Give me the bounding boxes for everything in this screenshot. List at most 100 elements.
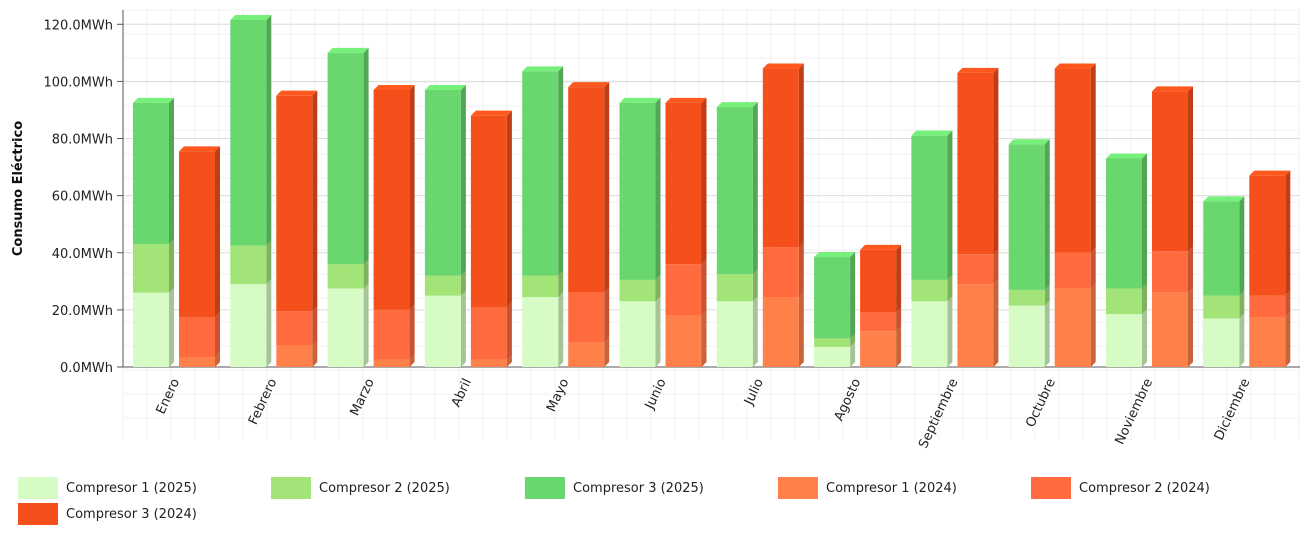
bar-julio-compresor-1-2024[interactable] (762, 297, 799, 367)
bar-agosto-compresor-2-2024[interactable] (860, 312, 897, 332)
bar-agosto-compresor-1-2024[interactable] (860, 331, 897, 367)
legend-item[interactable]: Compresor 3 (2025) (525, 476, 704, 500)
bar-mayo-compresor-1-2024[interactable] (568, 342, 605, 367)
bar-mayo-compresor-2-2025[interactable] (522, 275, 559, 298)
bar-octubre-compresor-2-2024[interactable] (1054, 252, 1091, 289)
bar-julio-compresor-2-2025[interactable] (716, 274, 753, 302)
bar-agosto-compresor-2-2025[interactable] (814, 338, 851, 348)
bar-marzo-compresor-3-2024[interactable] (373, 89, 410, 310)
bar-noviembre-compresor-3-2024[interactable] (1152, 91, 1188, 252)
bar-diciembre-compresor-3-2025[interactable] (1203, 201, 1240, 296)
bar-agosto-compresor-1-2025[interactable] (814, 347, 851, 367)
bar-marzo-compresor-2-2024[interactable] (373, 309, 410, 360)
bar-noviembre-compresor-1-2024[interactable] (1152, 292, 1188, 367)
bar-noviembre-compresor-1-2025[interactable] (1106, 314, 1142, 367)
bar-septiembre-compresor-2-2024[interactable] (957, 254, 994, 285)
bar-febrero-compresor-3-2024-top (276, 90, 318, 96)
legend-item[interactable]: Compresor 1 (2024) (778, 476, 957, 500)
bar-mayo-compresor-2-2024[interactable] (568, 292, 605, 343)
bar-febrero-compresor-2-2025-side (266, 240, 272, 285)
bar-febrero-compresor-2-2025[interactable] (230, 245, 267, 285)
bar-febrero-compresor-3-2025[interactable] (230, 19, 267, 246)
bar-diciembre-compresor-1-2024[interactable] (1249, 317, 1286, 367)
bars: Enero Febrero Marzo Abril Mayo Junio Julio Agos… (133, 14, 1291, 451)
bar-enero-compresor-2-2024-side (215, 312, 220, 358)
bar-junio-compresor-1-2024[interactable] (665, 315, 702, 367)
bar-abril-compresor-2-2024[interactable] (470, 307, 507, 360)
legend-item[interactable]: Compresor 2 (2024) (1031, 476, 1210, 500)
bar-noviembre-compresor-1-2024-side (1188, 287, 1193, 367)
bar-marzo-compresor-1-2025[interactable] (327, 288, 364, 367)
bar-febrero-compresor-3-2024[interactable] (276, 95, 313, 312)
bar-mayo-compresor-1-2025[interactable] (522, 297, 559, 367)
legend-swatch (18, 503, 58, 525)
bar-abril-compresor-3-2024[interactable] (470, 115, 507, 308)
legend-swatch (271, 477, 311, 499)
bar-julio-compresor-3-2025[interactable] (716, 107, 753, 275)
bar-enero-compresor-3-2024[interactable] (179, 151, 215, 318)
bar-febrero-compresor-1-2025[interactable] (230, 284, 267, 367)
bar-noviembre-compresor-2-2024[interactable] (1152, 251, 1188, 293)
bar-abril-compresor-1-2024[interactable] (470, 359, 507, 367)
legend-item[interactable]: Compresor 1 (2025) (18, 476, 197, 500)
bar-mayo-compresor-2-2025-side (558, 270, 564, 298)
bar-octubre-compresor-1-2024[interactable] (1054, 288, 1091, 367)
bar-noviembre-compresor-2-2025[interactable] (1106, 288, 1142, 315)
bar-septiembre-compresor-2-2025[interactable] (911, 279, 948, 302)
bar-julio-compresor-3-2024[interactable] (762, 68, 799, 248)
bar-mayo-compresor-3-2024[interactable] (568, 87, 605, 293)
bar-junio-compresor-3-2025[interactable] (619, 102, 656, 280)
bar-enero-compresor-2-2024[interactable] (179, 317, 215, 358)
bar-noviembre-compresor-3-2025[interactable] (1106, 158, 1142, 289)
bar-abril-compresor-1-2025[interactable] (424, 295, 461, 367)
bar-enero-compresor-2-2025[interactable] (133, 244, 169, 293)
x-tick-label: Abril (449, 376, 475, 409)
bar-junio-compresor-3-2024[interactable] (665, 102, 702, 265)
bar-enero-compresor-3-2025[interactable] (133, 102, 169, 245)
bar-diciembre-compresor-2-2024[interactable] (1249, 295, 1286, 318)
legend-item[interactable]: Compresor 2 (2025) (271, 476, 450, 500)
bar-septiembre-compresor-1-2024[interactable] (957, 284, 994, 367)
bar-septiembre-compresor-3-2025[interactable] (911, 135, 948, 280)
x-tick-label: Agosto (832, 376, 865, 423)
bar-octubre-compresor-3-2024[interactable] (1054, 68, 1091, 253)
bar-abril-compresor-2-2025[interactable] (424, 275, 461, 296)
bar-septiembre-compresor-1-2025[interactable] (911, 301, 948, 367)
legend-swatch (778, 477, 818, 499)
bar-agosto-compresor-3-2024[interactable] (860, 249, 897, 313)
legend-swatch (18, 477, 58, 499)
bar-agosto-compresor-2-2025-side (850, 333, 856, 348)
legend-item[interactable]: Compresor 3 (2024) (18, 502, 197, 526)
bar-marzo-compresor-3-2025[interactable] (327, 52, 364, 265)
bar-abril-compresor-3-2025[interactable] (424, 89, 461, 276)
legend-label: Compresor 3 (2024) (66, 506, 197, 522)
bar-enero-compresor-2-2025-side (169, 239, 174, 293)
bar-junio-compresor-2-2024[interactable] (665, 264, 702, 316)
bar-octubre-compresor-3-2025[interactable] (1008, 144, 1045, 290)
bar-julio-compresor-2-2024[interactable] (762, 247, 799, 298)
y-tick-label: 40.0MWh (52, 247, 113, 262)
bar-julio-compresor-1-2025[interactable] (716, 301, 753, 367)
bar-junio-compresor-2-2025[interactable] (619, 279, 656, 302)
bar-diciembre-compresor-1-2025[interactable] (1203, 318, 1240, 367)
bar-mayo-compresor-3-2025[interactable] (522, 71, 559, 276)
bar-febrero-compresor-3-2024-side (312, 90, 318, 312)
legend-swatch (525, 477, 565, 499)
bar-junio-compresor-1-2025[interactable] (619, 301, 656, 367)
bar-septiembre-compresor-3-2024[interactable] (957, 72, 994, 255)
bar-octubre-compresor-2-2025[interactable] (1008, 289, 1045, 306)
bar-diciembre-compresor-3-2024[interactable] (1249, 175, 1286, 296)
bar-abril-compresor-2-2024-side (506, 302, 512, 360)
bar-enero-compresor-1-2025[interactable] (133, 292, 169, 367)
bar-marzo-compresor-2-2025[interactable] (327, 264, 364, 289)
bar-agosto-compresor-3-2025[interactable] (814, 257, 851, 339)
bar-marzo-compresor-1-2024[interactable] (373, 359, 410, 367)
bar-junio-compresor-1-2025-side (655, 296, 661, 367)
bar-diciembre-compresor-2-2025[interactable] (1203, 295, 1240, 319)
bar-octubre-compresor-1-2025[interactable] (1008, 305, 1045, 367)
bar-febrero-compresor-1-2024[interactable] (276, 345, 313, 367)
bar-enero-compresor-1-2024[interactable] (179, 357, 215, 367)
bar-febrero-compresor-2-2024[interactable] (276, 311, 313, 346)
bar-mayo-compresor-2-2024-side (604, 287, 610, 343)
